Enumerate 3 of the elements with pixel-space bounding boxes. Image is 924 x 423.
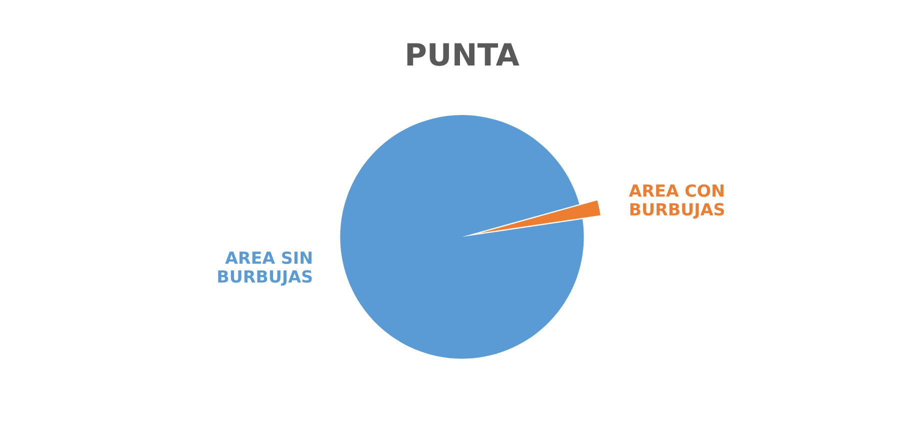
- slice-label: AREA SIN BURBUJAS: [218, 251, 312, 286]
- chart-title: PUNTA: [407, 43, 520, 66]
- slice-label: AREA CON BURBUJAS: [628, 184, 724, 219]
